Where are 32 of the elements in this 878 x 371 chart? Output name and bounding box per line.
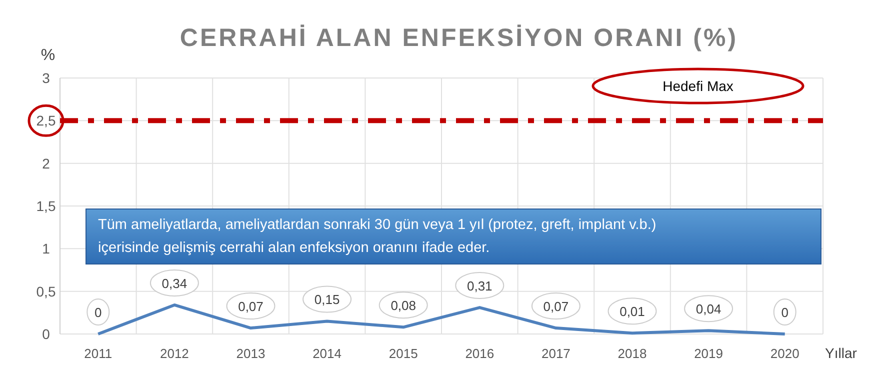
y-tick-label: 0,5 xyxy=(36,283,56,300)
x-tick-label: 2019 xyxy=(694,346,724,361)
annotation: Tüm ameliyatlarda, ameliyatlardan sonraki 30 gün veya 1 yıl (protez, greft, implant v.b.) içerisinde gelişmiş cerrahi alan enfeksiyon oranını ifade eder. xyxy=(98,217,656,256)
x-tick-label: 2012 xyxy=(160,346,189,361)
x-tick-label: 2015 xyxy=(388,346,418,361)
x-tick-label: 2017 xyxy=(541,346,570,361)
data-label: 0,07 xyxy=(238,299,264,314)
x-axis-title: Yıllar xyxy=(825,345,858,361)
data-label: 0,15 xyxy=(314,292,340,308)
x-tick-label: 2018 xyxy=(618,346,647,361)
y-tick-label: 1 xyxy=(42,240,50,257)
data-label: 0,01 xyxy=(620,304,645,320)
data-label: 0 xyxy=(94,305,102,320)
y-tick-label: 2 xyxy=(42,155,50,172)
data-label: 0,07 xyxy=(543,299,569,314)
x-tick-label: 2016 xyxy=(465,346,494,361)
chart-title: CERRAHİ ALAN ENFEKSİYON ORANI (%) xyxy=(180,24,738,52)
data-label: 0,31 xyxy=(466,278,492,294)
data-label: 0,04 xyxy=(696,302,722,317)
x-tick-label: 2011 xyxy=(84,346,112,361)
y-axis-title: % xyxy=(40,47,56,64)
data-label: 0 xyxy=(781,305,788,320)
data-label: 0,34 xyxy=(162,276,188,291)
data-label: 0,08 xyxy=(390,298,416,314)
x-tick-label: 2014 xyxy=(312,346,342,361)
x-tick-label: 2013 xyxy=(236,346,266,361)
y-tick-label: 0 xyxy=(42,326,50,342)
x-tick-label: 2020 xyxy=(770,346,800,361)
y-tick-label: 2,5 xyxy=(36,112,56,129)
y-tick-label: 1,5 xyxy=(36,198,56,214)
y-tick-label: 3 xyxy=(42,70,50,86)
ref-line-label: Hedefi Max xyxy=(662,78,734,94)
